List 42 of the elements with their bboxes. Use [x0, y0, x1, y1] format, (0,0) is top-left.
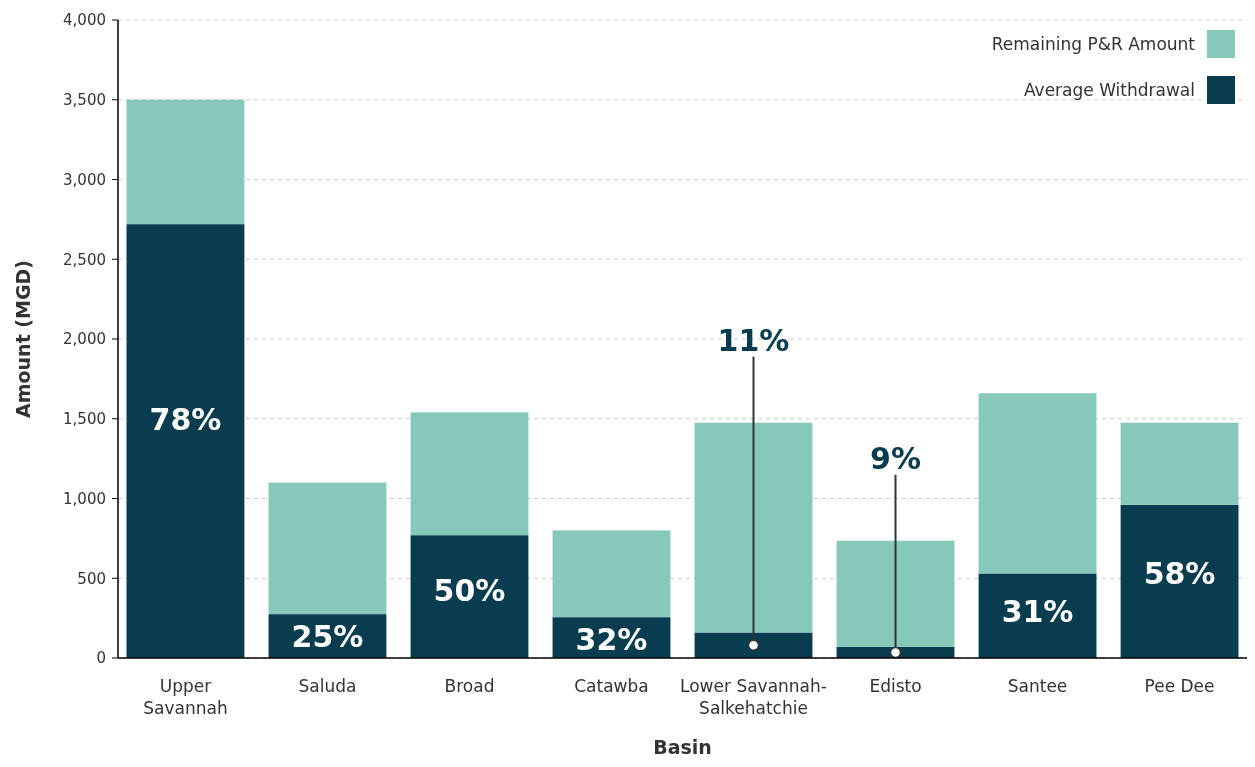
x-tick-label: Broad	[444, 676, 495, 696]
x-tick-label: Lower Savannah-Salkehatchie	[680, 676, 827, 718]
x-tick-label: Upper Savannah	[143, 676, 228, 718]
legend-label: Remaining P&R Amount	[991, 33, 1196, 54]
bar	[126, 224, 245, 658]
bar	[978, 393, 1097, 574]
y-tick-label: 2,500	[63, 250, 106, 269]
x-tick-label: Catawba	[574, 676, 649, 696]
legend-label: Average Withdrawal	[1023, 79, 1195, 100]
y-tick-label: 4,000	[63, 11, 106, 30]
y-tick-label: 1,000	[63, 489, 106, 508]
bar	[694, 632, 813, 658]
y-tick-label: 3,500	[63, 91, 106, 109]
y-tick-label: 3,000	[63, 170, 106, 189]
annotation: 11%	[717, 322, 790, 358]
annotation: 9%	[870, 440, 921, 476]
y-tick-label: 2,000	[63, 330, 106, 349]
x-tick-label: Pee Dee	[1144, 676, 1215, 696]
annotation: 58%	[1143, 556, 1216, 592]
bar	[552, 530, 671, 618]
annotation: 78%	[149, 401, 222, 437]
x-tick-label: Edisto	[869, 676, 922, 696]
y-tick-label: 1,500	[63, 410, 106, 428]
bar	[410, 535, 529, 658]
annotation: 50%	[433, 572, 506, 608]
bar	[694, 422, 813, 633]
bar	[978, 573, 1097, 658]
y-axis-title: Amount (MGD)	[12, 260, 34, 418]
annotation: 25%	[291, 618, 364, 654]
bar	[268, 482, 387, 615]
bar	[410, 412, 529, 536]
annotation: 32%	[575, 621, 648, 657]
bar	[836, 540, 955, 647]
x-tick-label: Santee	[1007, 676, 1068, 696]
x-tick-label: Saluda	[298, 676, 357, 696]
bar	[126, 99, 245, 225]
y-tick-label: 0	[96, 649, 106, 668]
bar	[1120, 422, 1239, 505]
y-tick-label: 500	[77, 569, 106, 588]
x-axis-title: Basin	[653, 736, 712, 758]
bar	[1120, 504, 1239, 658]
annotation: 31%	[1001, 594, 1074, 630]
